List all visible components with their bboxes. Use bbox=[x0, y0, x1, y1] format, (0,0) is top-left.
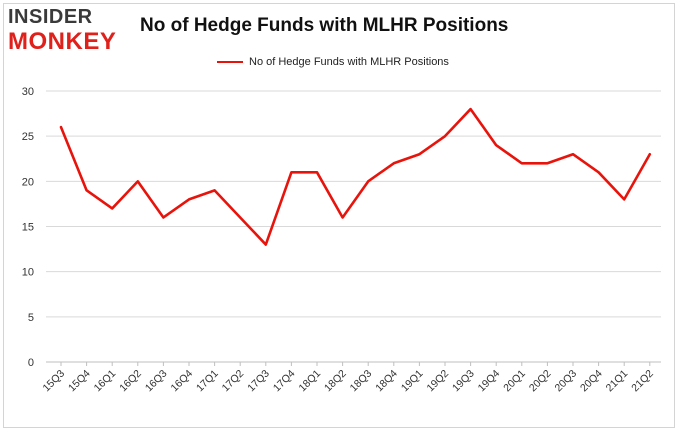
x-tick-label: 16Q3 bbox=[143, 368, 170, 395]
data-point bbox=[521, 162, 523, 164]
x-tick-label: 19Q4 bbox=[476, 368, 503, 395]
x-tick-label: 17Q1 bbox=[194, 368, 221, 395]
x-tick-label: 18Q4 bbox=[373, 368, 400, 395]
x-tick-label: 20Q4 bbox=[578, 368, 605, 395]
x-tick-label: 19Q2 bbox=[424, 368, 451, 395]
x-tick-label: 19Q3 bbox=[450, 368, 477, 395]
chart-title: No of Hedge Funds with MLHR Positions bbox=[140, 15, 509, 36]
data-point bbox=[342, 216, 344, 218]
x-tick-label: 17Q4 bbox=[271, 368, 298, 395]
chart-legend: No of Hedge Funds with MLHR Positions bbox=[217, 56, 449, 68]
chart-frame bbox=[3, 3, 675, 428]
x-tick-label: 15Q4 bbox=[66, 368, 93, 395]
x-tick-label: 20Q1 bbox=[501, 368, 528, 395]
x-tick-label: 17Q2 bbox=[220, 368, 247, 395]
data-point bbox=[393, 162, 395, 164]
data-point bbox=[546, 162, 548, 164]
x-tick-label: 21Q2 bbox=[629, 368, 656, 395]
x-tick-label: 19Q1 bbox=[399, 368, 426, 395]
data-point bbox=[290, 171, 292, 173]
series-line bbox=[59, 107, 652, 246]
y-tick-label: 5 bbox=[28, 312, 34, 324]
data-point bbox=[470, 108, 472, 110]
legend-label: No of Hedge Funds with MLHR Positions bbox=[249, 56, 449, 68]
y-tick-label: 15 bbox=[22, 222, 34, 234]
data-point bbox=[316, 171, 318, 173]
logo-text-top: INSIDER bbox=[8, 6, 93, 28]
y-tick-label: 0 bbox=[28, 357, 34, 369]
y-tick-label: 10 bbox=[22, 267, 34, 279]
x-tick-label: 21Q1 bbox=[604, 368, 631, 395]
x-tick-label: 17Q3 bbox=[245, 368, 272, 395]
x-tick-label: 15Q3 bbox=[40, 368, 67, 395]
y-tick-label: 25 bbox=[22, 131, 34, 143]
y-tick-label: 20 bbox=[22, 176, 34, 188]
data-point bbox=[623, 198, 625, 200]
x-tick-label: 18Q3 bbox=[348, 368, 375, 395]
data-point bbox=[239, 216, 241, 218]
x-tick-label: 16Q2 bbox=[117, 368, 144, 395]
data-point bbox=[495, 144, 497, 146]
data-point bbox=[418, 153, 420, 155]
logo-text-bottom: MONKEY bbox=[8, 28, 117, 55]
data-point bbox=[60, 126, 62, 128]
x-tick-label: 18Q2 bbox=[322, 368, 349, 395]
data-point bbox=[86, 189, 88, 191]
data-point bbox=[111, 207, 113, 209]
data-point bbox=[162, 216, 164, 218]
x-tick-label: 20Q2 bbox=[527, 368, 554, 395]
data-point bbox=[572, 153, 574, 155]
data-point bbox=[649, 153, 651, 155]
data-point bbox=[214, 189, 216, 191]
x-tick-label: 20Q3 bbox=[552, 368, 579, 395]
data-point bbox=[367, 180, 369, 182]
data-point bbox=[598, 171, 600, 173]
data-point bbox=[444, 135, 446, 137]
y-tick-label: 30 bbox=[22, 86, 34, 98]
insider-monkey-logo: INSIDER MONKEY bbox=[8, 6, 126, 56]
data-point bbox=[137, 180, 139, 182]
data-point bbox=[265, 244, 267, 246]
x-tick-label: 16Q4 bbox=[168, 368, 195, 395]
x-tick-label: 16Q1 bbox=[92, 368, 119, 395]
data-point bbox=[188, 198, 190, 200]
x-tick-label: 18Q1 bbox=[296, 368, 323, 395]
legend-swatch bbox=[217, 61, 243, 63]
